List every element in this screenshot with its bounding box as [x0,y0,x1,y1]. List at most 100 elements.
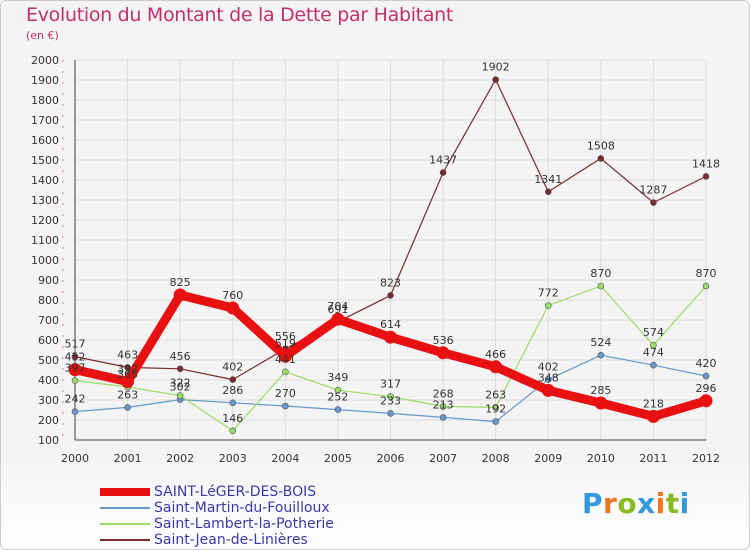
data-label-saint-jean: 1437 [429,154,457,167]
data-point-saint-leger [541,383,555,397]
data-label-saint-leger: 466 [485,348,506,361]
data-label-saint-martin: 242 [65,393,86,406]
y-tick-label: 1400 [31,174,59,187]
y-tick-label: 2000 [31,54,59,67]
data-point-saint-leger [68,363,82,377]
data-point-saint-lambert [702,282,710,290]
legend-swatch-saint-leger [100,488,150,496]
data-label-saint-leger: 218 [643,397,664,410]
y-tick-label: 300 [38,394,59,407]
data-label-saint-martin: 233 [380,394,401,407]
data-label-saint-lambert: 317 [380,378,401,391]
y-tick-label: 1600 [31,134,59,147]
data-label-saint-leger: 519 [275,337,296,350]
data-point-saint-lambert [492,404,499,411]
y-tick-label: 100 [38,434,59,447]
y-tick-label: 1100 [31,234,59,247]
x-tick-label: 2012 [692,452,720,465]
data-label-saint-leger: 825 [170,276,191,289]
data-point-saint-jean [387,292,394,299]
chart-title: Evolution du Montant de la Dette par Hab… [26,4,454,26]
data-label-saint-lambert: 870 [590,267,611,280]
data-point-saint-martin [387,410,394,417]
data-point-saint-leger [384,330,397,344]
data-point-saint-martin [282,402,289,410]
x-tick-label: 2011 [639,452,667,465]
data-label-saint-jean: 463 [117,348,138,361]
data-point-saint-jean [544,188,552,196]
legend-item-saint-jean[interactable]: Saint-Jean-de-Linières [100,532,420,548]
data-label-saint-martin: 474 [643,346,664,359]
data-label-saint-martin: 302 [170,381,191,394]
data-point-saint-jean [176,365,184,373]
data-label-saint-jean: 456 [170,350,191,363]
y-tick-label: 1000 [31,254,59,267]
y-tick-label: 1900 [31,74,59,87]
x-tick-label: 2004 [271,452,299,465]
data-label-saint-martin: 252 [327,391,348,404]
y-tick-label: 1800 [31,94,59,107]
data-label-saint-jean: 556 [275,330,296,343]
y-tick-label: 200 [38,414,59,427]
x-tick-label: 2002 [166,452,194,465]
x-tick-label: 2009 [534,452,562,465]
y-tick-label: 800 [38,294,59,307]
data-point-saint-jean [229,376,237,383]
data-point-saint-jean [71,353,79,360]
y-tick-label: 1500 [31,154,59,167]
legend-item-saint-martin[interactable]: Saint-Martin-du-Fouilloux [100,500,420,516]
data-label-saint-martin: 524 [590,336,611,349]
data-label-saint-jean: 1418 [692,157,720,170]
data-label-saint-leger: 452 [65,351,86,364]
x-tick-label: 2008 [482,452,510,465]
data-label-saint-jean: 823 [380,276,401,289]
data-point-saint-jean [124,364,131,371]
data-label-saint-jean: 691 [327,303,348,316]
data-point-saint-martin [71,408,79,415]
logo-letter: i [655,487,666,520]
y-tick-label: 1300 [31,194,59,207]
x-tick-label: 2005 [324,452,352,465]
data-label-saint-martin: 420 [696,357,717,370]
x-tick-label: 2001 [114,452,142,465]
chart-subtitle: (en €) [26,29,59,42]
data-label-saint-jean: 1508 [587,139,615,152]
data-label-saint-lambert: 263 [485,388,506,401]
legend-label-saint-leger: SAINT-LéGER-DES-BOIS [154,484,317,500]
data-point-saint-martin [597,351,605,359]
data-point-saint-lambert [176,392,184,399]
logo-letter: o [617,487,638,520]
grid-layer [74,59,707,441]
data-label-saint-jean: 402 [222,361,243,374]
legend-item-saint-lambert[interactable]: Saint-Lambert-la-Potherie [100,516,420,532]
data-label-saint-lambert: 349 [327,371,348,384]
data-label-saint-leger: 536 [433,334,454,347]
data-point-saint-lambert [282,368,289,376]
data-point-saint-martin [544,376,552,383]
data-point-saint-leger [121,375,135,389]
data-label-saint-jean: 1902 [482,61,510,74]
data-point-saint-lambert [229,427,237,435]
data-point-saint-martin [702,372,710,380]
data-point-saint-lambert [597,282,605,290]
data-label-saint-martin: 270 [275,387,296,400]
data-label-saint-martin: 286 [222,384,243,397]
data-point-saint-lambert [334,386,342,394]
axis-layer: 100 200 300 400 500 600 700 800 900 1000 1100 1200 1… [31,54,720,465]
x-tick-label: 2010 [587,452,615,465]
data-point-saint-jean [492,76,499,83]
data-label-saint-jean: 1287 [639,184,667,197]
data-point-saint-jean [702,173,710,180]
legend-item-saint-leger[interactable]: SAINT-LéGER-DES-BOIS [100,484,420,500]
data-point-saint-martin [124,404,131,411]
data-label-saint-lambert: 441 [275,353,296,366]
data-label-saint-martin: 402 [538,361,559,374]
data-label-saint-leger: 348 [538,371,559,384]
x-tick-label: 2000 [61,452,89,465]
data-point-saint-jean [650,199,657,206]
data-point-saint-leger [489,360,503,374]
data-label-saint-lambert: 268 [433,387,454,400]
data-label-saint-jean: 517 [65,338,86,351]
y-tick-label: 900 [38,274,59,287]
